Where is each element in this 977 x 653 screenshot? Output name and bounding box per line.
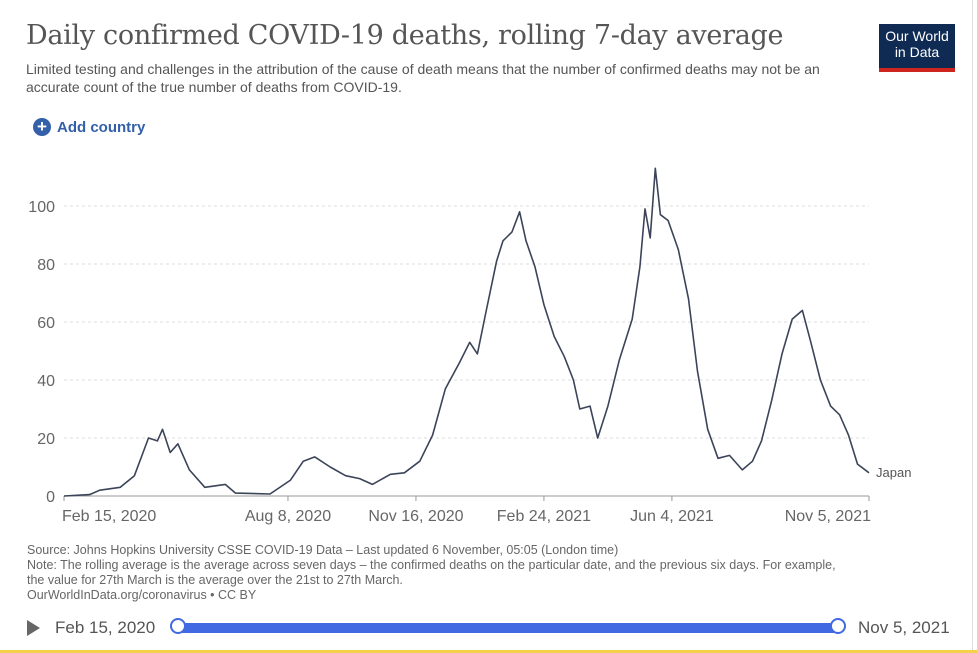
chart-footer: Source: Johns Hopkins University CSSE CO…: [27, 543, 836, 603]
owid-logo[interactable]: Our World in Data: [879, 24, 955, 72]
timeline-track[interactable]: [178, 623, 838, 633]
logo-line-1: Our World: [885, 28, 949, 44]
add-country-label: Add country: [57, 118, 146, 136]
play-icon[interactable]: [27, 620, 40, 636]
credit-link[interactable]: OurWorldInData.org/coronavirus • CC BY: [27, 588, 257, 602]
timeline-start-handle[interactable]: [170, 618, 186, 634]
series-label: Japan: [876, 465, 911, 480]
y-tick-label: 20: [37, 431, 55, 448]
series-line-japan: [63, 167, 870, 497]
timeline-end-handle[interactable]: [830, 618, 846, 634]
timeline-end-label: Nov 5, 2021: [858, 618, 950, 637]
plus-circle-icon: +: [33, 118, 51, 136]
note-text-2: the value for 27th March is the average …: [27, 573, 403, 587]
line-chart: 0 20 40 60 80 100 Feb 15, 2020 Aug 8, 2020 Nov 1…: [28, 167, 911, 525]
y-tick-label: 40: [37, 373, 55, 390]
x-tick-label: Feb 15, 2020: [62, 508, 156, 525]
timeline-start-label: Feb 15, 2020: [55, 618, 156, 637]
y-tick-label: 80: [37, 257, 55, 274]
chart-subtitle: Limited testing and challenges in the at…: [26, 61, 820, 95]
y-tick-label: 100: [28, 199, 55, 216]
y-tick-label: 60: [37, 315, 55, 332]
chart-title: Daily confirmed COVID-19 deaths, rolling…: [26, 20, 784, 51]
add-country-button[interactable]: + Add country: [33, 118, 145, 136]
logo-line-2: in Data: [894, 44, 940, 60]
x-tick-label: Aug 8, 2020: [245, 508, 331, 525]
timeline: Feb 15, 2020 Nov 5, 2021: [0, 612, 972, 644]
note-text-1: Note: The rolling average is the average…: [27, 558, 836, 572]
bottom-border: [0, 650, 977, 653]
source-text: Source: Johns Hopkins University CSSE CO…: [27, 543, 619, 557]
x-tick-label: Jun 4, 2021: [630, 508, 714, 525]
x-tick-label: Feb 24, 2021: [497, 508, 591, 525]
x-tick-label: Nov 5, 2021: [785, 508, 871, 525]
y-tick-label: 0: [46, 489, 55, 506]
x-tick-label: Nov 16, 2020: [368, 508, 463, 525]
